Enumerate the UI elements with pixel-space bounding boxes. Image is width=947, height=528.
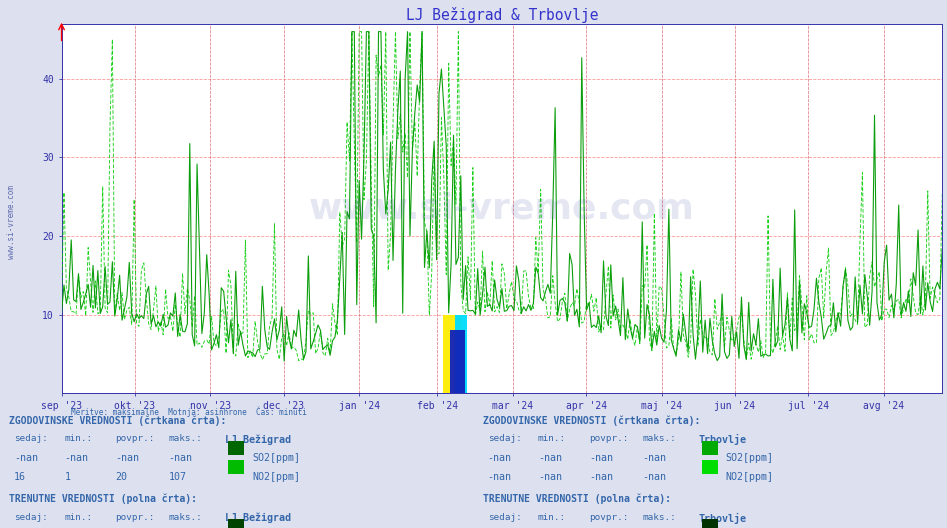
Text: -nan: -nan — [589, 472, 613, 482]
Text: -nan: -nan — [64, 453, 88, 463]
Text: LJ Bežigrad: LJ Bežigrad — [225, 513, 292, 523]
Text: -nan: -nan — [169, 453, 192, 463]
Text: -nan: -nan — [116, 453, 139, 463]
Text: min.:: min.: — [64, 513, 93, 522]
Text: TRENUTNE VREDNOSTI (polna črta):: TRENUTNE VREDNOSTI (polna črta): — [483, 494, 671, 504]
Text: povpr.:: povpr.: — [589, 434, 629, 443]
Text: min.:: min.: — [538, 513, 566, 522]
Text: SO2[ppm]: SO2[ppm] — [252, 453, 300, 463]
Text: -nan: -nan — [538, 472, 562, 482]
Text: maks.:: maks.: — [169, 434, 203, 443]
FancyBboxPatch shape — [228, 520, 244, 528]
Text: -nan: -nan — [488, 453, 511, 463]
Text: NO2[ppm]: NO2[ppm] — [725, 472, 774, 482]
Text: povpr.:: povpr.: — [116, 434, 155, 443]
Text: LJ Bežigrad: LJ Bežigrad — [225, 434, 292, 445]
FancyBboxPatch shape — [702, 520, 718, 528]
Text: min.:: min.: — [64, 434, 93, 443]
Text: sedaj:: sedaj: — [488, 434, 522, 443]
Text: 1: 1 — [64, 472, 70, 482]
Text: ZGODOVINSKE VREDNOSTI (črtkana črta):: ZGODOVINSKE VREDNOSTI (črtkana črta): — [9, 415, 227, 426]
Text: -nan: -nan — [14, 453, 38, 463]
Text: Trbovlje: Trbovlje — [699, 513, 747, 524]
Text: www.si-vreme.com: www.si-vreme.com — [309, 192, 695, 225]
Text: maks.:: maks.: — [169, 513, 203, 522]
Bar — [450, 331, 465, 393]
Text: TRENUTNE VREDNOSTI (polna črta):: TRENUTNE VREDNOSTI (polna črta): — [9, 494, 198, 504]
Text: povpr.:: povpr.: — [116, 513, 155, 522]
Text: maks.:: maks.: — [642, 513, 676, 522]
Text: povpr.:: povpr.: — [589, 513, 629, 522]
Text: -nan: -nan — [642, 472, 666, 482]
Bar — [443, 315, 463, 393]
FancyBboxPatch shape — [702, 460, 718, 474]
Text: -nan: -nan — [538, 453, 562, 463]
Title: LJ Bežigrad & Trbovlje: LJ Bežigrad & Trbovlje — [405, 6, 599, 23]
FancyBboxPatch shape — [228, 460, 244, 474]
Text: NO2[ppm]: NO2[ppm] — [252, 472, 300, 482]
FancyBboxPatch shape — [702, 441, 718, 455]
Text: 107: 107 — [169, 472, 187, 482]
Text: sedaj:: sedaj: — [14, 434, 48, 443]
Bar — [456, 315, 467, 393]
Text: ZGODOVINSKE VREDNOSTI (črtkana črta):: ZGODOVINSKE VREDNOSTI (črtkana črta): — [483, 415, 701, 426]
Text: -nan: -nan — [589, 453, 613, 463]
Text: SO2[ppm]: SO2[ppm] — [725, 453, 774, 463]
Text: 16: 16 — [14, 472, 27, 482]
Text: -nan: -nan — [642, 453, 666, 463]
Text: sedaj:: sedaj: — [14, 513, 48, 522]
Text: -nan: -nan — [488, 472, 511, 482]
Text: maks.:: maks.: — [642, 434, 676, 443]
Text: Trbovlje: Trbovlje — [699, 434, 747, 445]
Text: Meritve: maksimalne  Motnja: asinhrone  Čas: minuti: Meritve: maksimalne Motnja: asinhrone Ča… — [71, 407, 307, 417]
Text: 20: 20 — [116, 472, 128, 482]
Text: min.:: min.: — [538, 434, 566, 443]
Text: sedaj:: sedaj: — [488, 513, 522, 522]
FancyBboxPatch shape — [228, 441, 244, 455]
Text: www.si-vreme.com: www.si-vreme.com — [7, 185, 16, 259]
